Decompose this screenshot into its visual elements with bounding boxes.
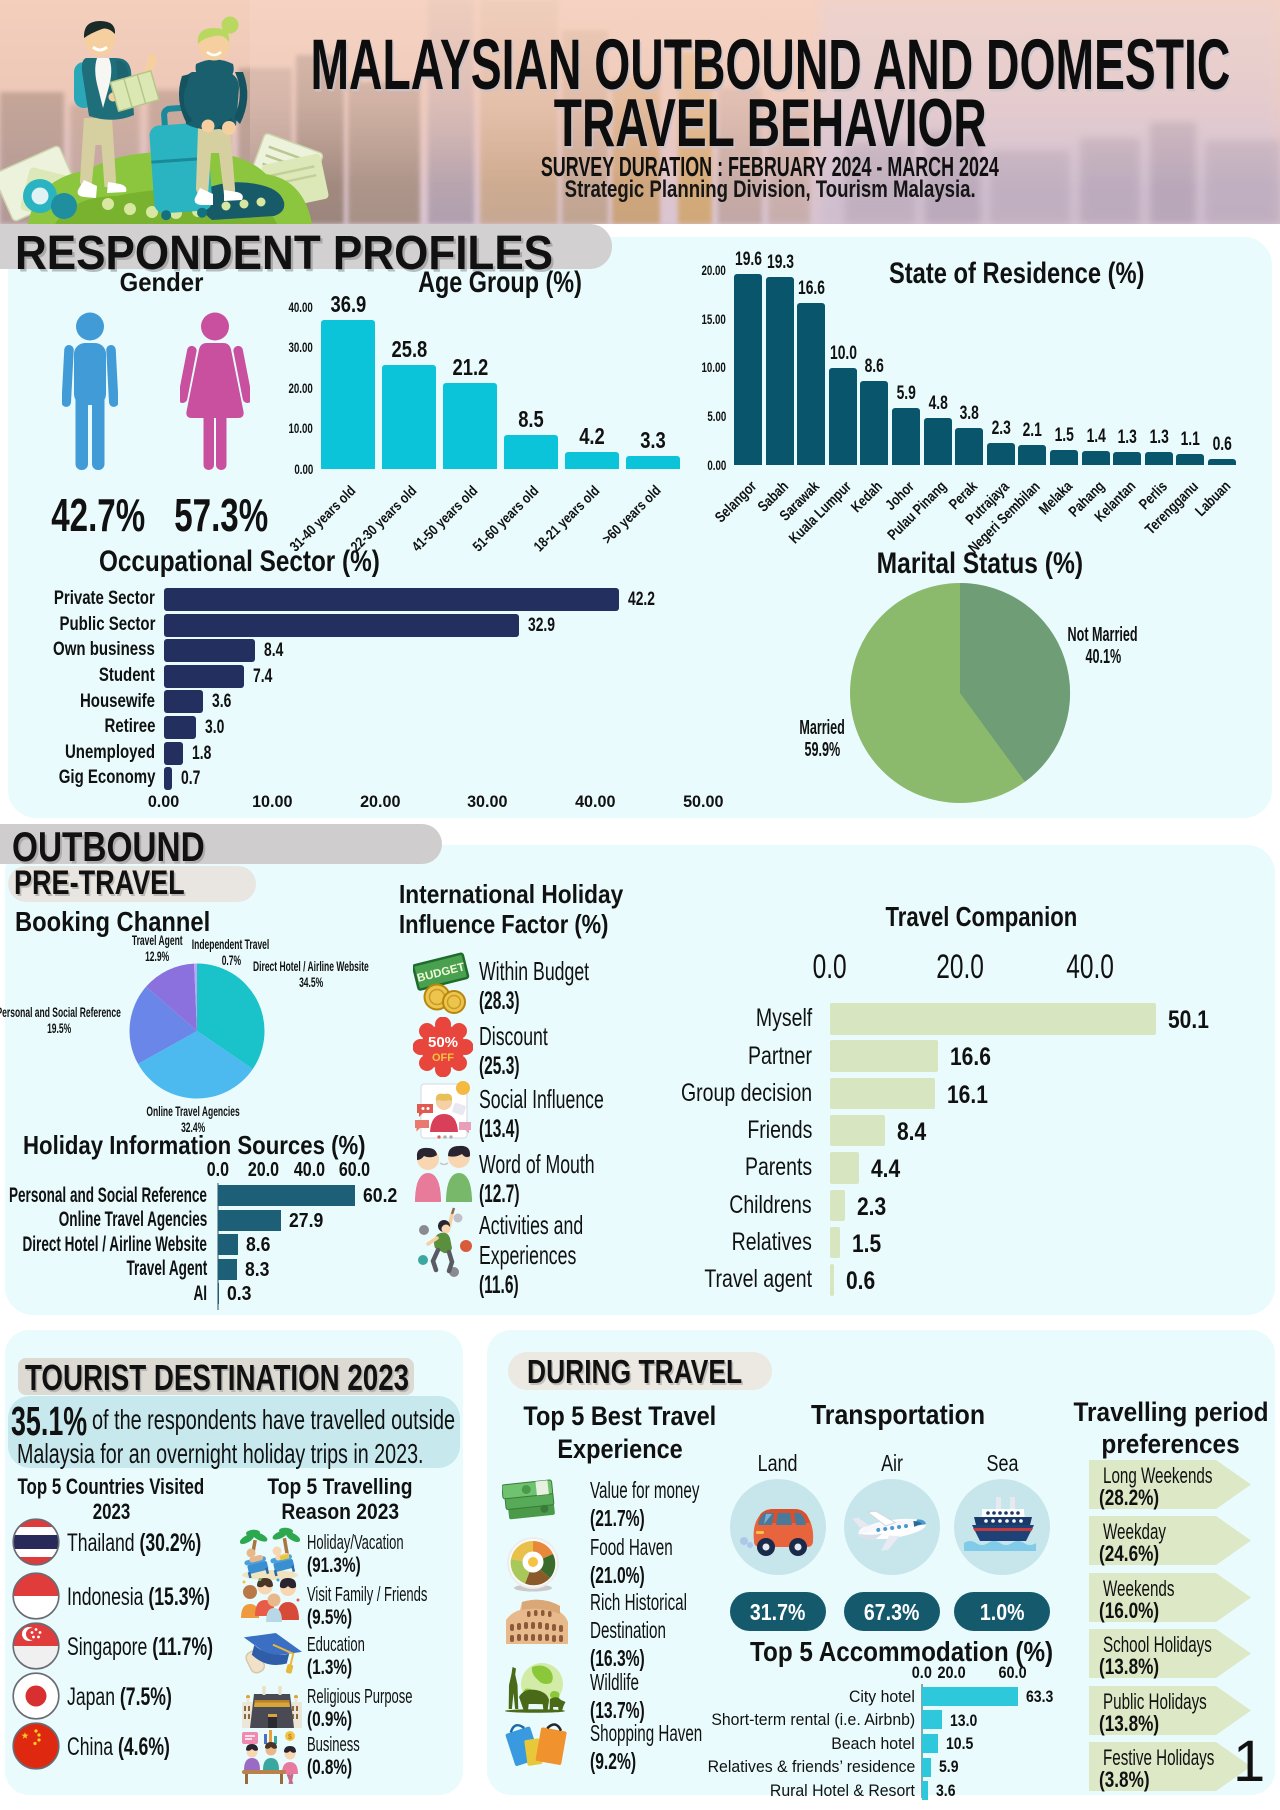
svg-text:$: $ xyxy=(288,1734,292,1741)
svg-text:50%: 50% xyxy=(428,1034,458,1051)
svg-text:OFF: OFF xyxy=(432,1052,454,1064)
